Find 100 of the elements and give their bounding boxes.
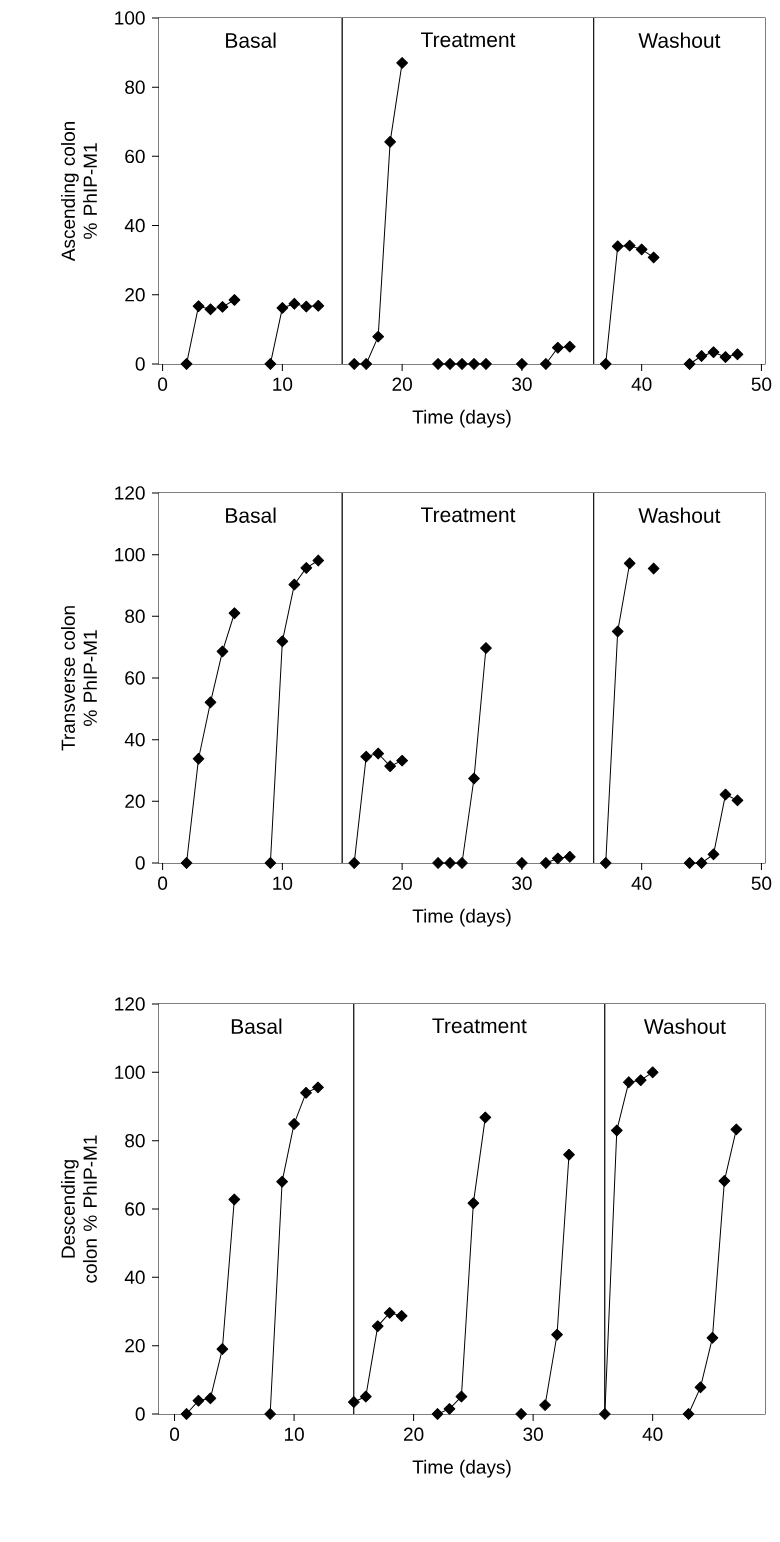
y-tick-label: 20 [125, 1338, 145, 1353]
point [228, 1193, 241, 1206]
y-tick-label: 80 [125, 609, 145, 624]
point [611, 625, 624, 638]
band-label: Basal [226, 32, 276, 48]
x-tick-label: 40 [631, 876, 652, 890]
point [180, 857, 193, 869]
y-tick-label: 80 [125, 1133, 145, 1148]
point [635, 243, 648, 256]
point [731, 794, 744, 807]
point [432, 857, 444, 869]
y-tick-label: 80 [125, 80, 145, 94]
point [694, 1381, 707, 1394]
point [731, 348, 744, 361]
x-tick-label: 50 [751, 377, 772, 391]
point [264, 857, 277, 869]
point [300, 1086, 312, 1099]
point [443, 1403, 456, 1415]
point [312, 1081, 324, 1094]
point [348, 358, 361, 370]
point [371, 1320, 384, 1333]
point [623, 239, 636, 252]
x-tick-label: 40 [642, 1427, 663, 1441]
point [695, 350, 708, 362]
y-axis-title: Ascending colon % PhIP-M1 [61, 122, 97, 262]
point [646, 1066, 659, 1079]
point [563, 340, 576, 353]
y-tick-label: 100 [115, 11, 145, 25]
point [551, 1328, 563, 1341]
point [634, 1074, 647, 1087]
point [695, 857, 708, 869]
x-tick-label: 30 [512, 377, 532, 391]
point [372, 747, 385, 760]
y-tick-label: 0 [135, 856, 145, 870]
point [551, 852, 564, 865]
point [599, 358, 612, 370]
point [312, 299, 325, 312]
point [467, 1197, 480, 1210]
point [312, 554, 325, 567]
point [647, 562, 660, 575]
x-axis-title: Time (days) [412, 409, 511, 428]
point [276, 635, 289, 648]
point [384, 135, 397, 148]
point [395, 1310, 408, 1322]
y-axis-title: Descending colon % PhIP-M1 [60, 1135, 97, 1283]
y-axis-title: Transverse colon % PhIP-M1 [61, 606, 97, 751]
point [384, 760, 397, 773]
point [228, 294, 241, 306]
point [360, 750, 373, 763]
x-tick-label: 0 [158, 377, 168, 391]
band-label: Washout [638, 507, 721, 523]
band-label: Basal [226, 507, 276, 523]
point [204, 303, 217, 316]
point [598, 1408, 611, 1420]
point [539, 1399, 551, 1411]
point [216, 1343, 229, 1355]
y-tick-label: 60 [125, 149, 145, 164]
point [204, 696, 217, 709]
y-tick-label: 40 [124, 1270, 145, 1285]
point [599, 857, 612, 869]
point [348, 857, 361, 869]
point [480, 358, 492, 370]
point [264, 358, 277, 370]
point [372, 330, 385, 343]
point [276, 302, 289, 314]
point [563, 1148, 575, 1161]
x-axis-title: Time (days) [412, 1459, 511, 1478]
band-label: Treatment [421, 32, 516, 48]
x-tick-label: 0 [158, 876, 168, 890]
y-tick-label: 0 [135, 1407, 145, 1421]
point [228, 607, 241, 620]
y-tick-label: 40 [124, 218, 145, 233]
point [719, 351, 732, 363]
x-tick-label: 50 [751, 876, 772, 890]
y-tick-label: 20 [125, 794, 145, 809]
point [610, 1124, 623, 1137]
x-tick-label: 30 [523, 1427, 543, 1441]
band-label: Washout [643, 1018, 726, 1034]
point [359, 1390, 372, 1403]
point [682, 1408, 695, 1420]
point [707, 346, 720, 359]
point [718, 1175, 731, 1187]
point [180, 1408, 193, 1420]
point [468, 358, 480, 370]
point [719, 788, 732, 801]
point [539, 358, 552, 370]
point [396, 754, 408, 767]
y-tick-label: 0 [135, 357, 145, 371]
point [444, 857, 456, 869]
y-tick-label: 120 [115, 997, 145, 1011]
point [383, 1306, 396, 1319]
y-tick-label: 60 [125, 1202, 145, 1216]
point [431, 1408, 444, 1420]
x-tick-label: 10 [273, 876, 293, 890]
point [456, 358, 468, 370]
x-tick-label: 10 [273, 377, 293, 391]
point [288, 1118, 300, 1130]
point [468, 772, 480, 785]
point [192, 300, 205, 313]
y-tick-label: 60 [125, 671, 145, 685]
